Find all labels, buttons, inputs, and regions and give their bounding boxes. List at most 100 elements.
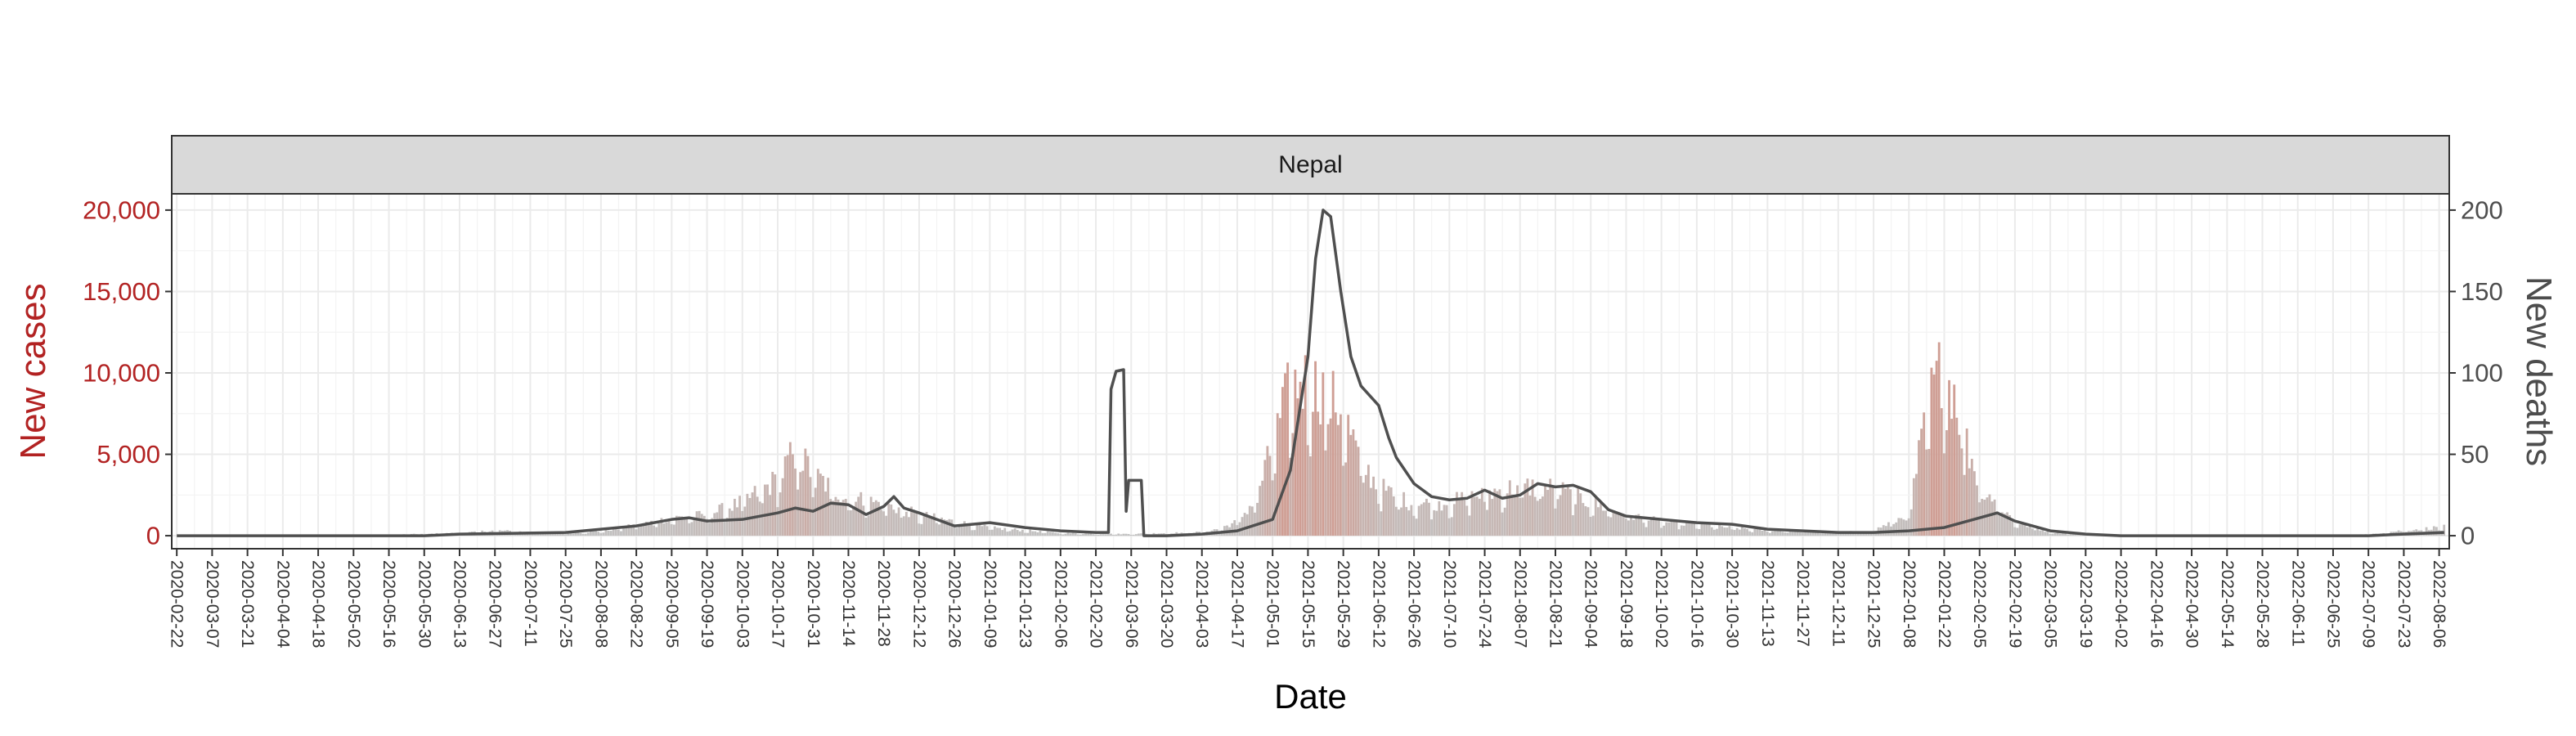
new-cases-bar	[1685, 522, 1688, 536]
new-cases-bar	[1829, 532, 1832, 536]
new-cases-bar	[1712, 529, 1716, 536]
new-cases-bar	[781, 478, 784, 536]
new-cases-bar	[1990, 501, 1994, 536]
new-cases-bar	[1364, 474, 1367, 536]
new-cases-bar	[1572, 515, 1574, 536]
x-tick-label: 2021-12-25	[1865, 560, 1883, 648]
new-cases-bar	[841, 500, 845, 536]
new-cases-bar	[1496, 491, 1499, 536]
right-y-axis: 0 50 100 150 200	[2449, 195, 2503, 550]
new-cases-bar	[1510, 494, 1514, 536]
left-y-axis-title: New cases	[13, 283, 53, 459]
new-cases-bar	[546, 533, 550, 536]
new-cases-bar	[632, 524, 635, 536]
new-cases-bar	[1079, 534, 1082, 536]
new-cases-bar	[627, 524, 631, 536]
new-cases-bar	[801, 470, 805, 536]
new-cases-bar	[1299, 381, 1302, 536]
new-cases-bar	[528, 533, 532, 536]
new-cases-bar	[1716, 528, 1718, 536]
new-cases-bar	[766, 484, 769, 536]
new-cases-bar	[653, 525, 656, 536]
new-cases-bar	[1887, 522, 1890, 536]
new-cases-bar	[971, 530, 974, 536]
new-cases-bar	[1039, 530, 1042, 536]
new-cases-bar	[1478, 498, 1481, 536]
new-cases-bar	[1932, 374, 1936, 536]
new-cases-bar	[1048, 532, 1052, 536]
new-cases-bar	[1491, 499, 1494, 536]
new-cases-bar	[1528, 495, 1532, 536]
new-cases-bar	[1041, 532, 1044, 536]
new-cases-bar	[1132, 534, 1135, 536]
new-cases-bar	[1958, 434, 1961, 536]
new-cases-bar	[1735, 527, 1739, 536]
new-cases-bar	[1398, 509, 1400, 536]
new-cases-bar	[1122, 533, 1125, 536]
new-cases-bar	[1317, 411, 1320, 536]
new-cases-bar	[1809, 531, 1812, 536]
new-cases-bar	[1940, 408, 1943, 536]
new-cases-bar	[1046, 531, 1049, 536]
new-cases-bar	[648, 522, 650, 536]
new-cases-bar	[1690, 521, 1694, 536]
new-cases-bar	[1738, 529, 1741, 536]
new-cases-bar	[2058, 533, 2062, 536]
new-cases-bar	[736, 507, 738, 536]
x-tick-label: 2020-09-19	[698, 560, 716, 648]
new-cases-bar	[1331, 370, 1335, 536]
new-cases-bar	[794, 468, 797, 536]
new-cases-bar	[1695, 528, 1699, 536]
new-cases-bar	[1781, 532, 1784, 536]
new-cases-bar	[640, 525, 643, 536]
new-cases-bar	[1740, 527, 1744, 536]
new-cases-bar	[2064, 532, 2067, 536]
new-cases-bar	[1972, 471, 1976, 536]
new-cases-bar	[1084, 533, 1087, 536]
new-cases-bar	[1308, 456, 1312, 536]
x-tick-label: 2020-11-28	[874, 560, 893, 647]
new-cases-bar	[713, 513, 716, 536]
new-cases-bar	[2031, 528, 2034, 536]
new-cases-bar	[1420, 504, 1423, 536]
new-cases-bar	[1415, 518, 1418, 536]
new-cases-bar	[1549, 478, 1552, 536]
new-cases-bar	[1099, 534, 1102, 536]
new-cases-bar	[2443, 524, 2446, 536]
new-cases-bar	[1370, 487, 1372, 536]
x-tick-label: 2021-09-18	[1617, 560, 1636, 648]
new-cases-bar	[700, 514, 703, 536]
new-cases-bar	[1319, 424, 1322, 536]
new-cases-bar	[1440, 510, 1443, 536]
new-cases-bar	[985, 526, 989, 536]
new-cases-bar	[1324, 450, 1327, 536]
new-cases-bar	[1438, 500, 1441, 536]
new-cases-bar	[1486, 509, 1488, 536]
new-cases-bar	[1312, 411, 1314, 536]
new-cases-bar	[2062, 533, 2064, 536]
new-cases-bar	[1018, 531, 1021, 536]
new-cases-bar	[1013, 528, 1016, 536]
new-cases-bar	[1284, 373, 1286, 536]
new-cases-bar	[902, 516, 905, 536]
new-cases-bar	[1326, 424, 1330, 536]
new-cases-bar	[1647, 520, 1650, 536]
new-cases-bar	[1428, 502, 1430, 536]
new-cases-bar	[1950, 419, 1954, 536]
new-cases-bar	[1768, 532, 1771, 536]
new-cases-bar	[665, 522, 668, 536]
new-cases-bar	[996, 527, 999, 536]
new-cases-bar	[1069, 533, 1072, 536]
new-cases-bar	[1104, 534, 1107, 536]
new-cases-bar	[1614, 511, 1618, 536]
new-cases-bar	[1248, 505, 1251, 536]
new-cases-bar	[958, 525, 961, 536]
new-cases-bar	[1594, 497, 1597, 536]
new-cases-bar	[1087, 533, 1090, 536]
new-cases-bar	[706, 518, 708, 536]
new-cases-bar	[625, 526, 628, 536]
new-cases-bar	[1021, 529, 1024, 536]
new-cases-bar	[2013, 527, 2017, 536]
new-cases-bar	[549, 533, 552, 536]
new-cases-bar	[1589, 516, 1592, 536]
